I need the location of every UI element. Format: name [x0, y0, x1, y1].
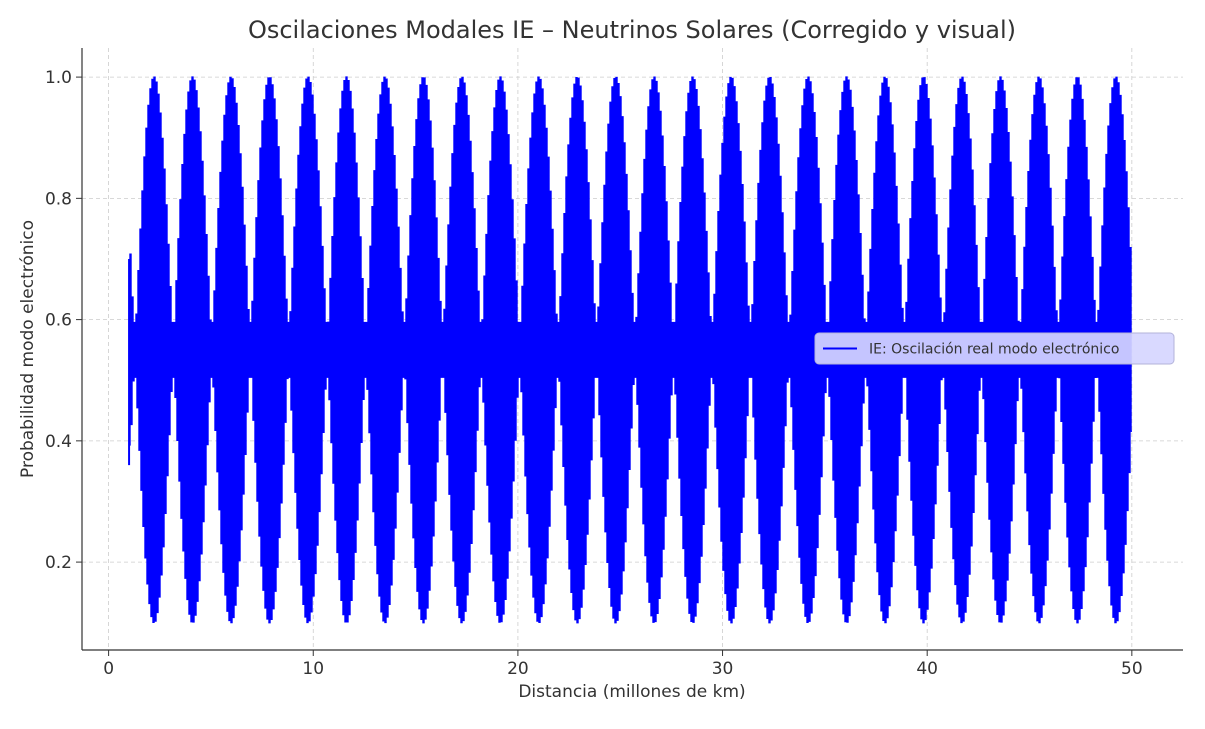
- y-tick-label: 1.0: [45, 68, 72, 88]
- legend: IE: Oscilación real modo electrónico: [814, 332, 1175, 365]
- x-tick-label: 40: [916, 659, 938, 679]
- y-tick-label: 0.2: [45, 553, 72, 573]
- x-tick-label: 20: [507, 659, 529, 679]
- plot-area: [128, 76, 1132, 624]
- x-axis-title: Distancia (millones de km): [518, 682, 745, 702]
- chart-title: Oscilaciones Modales IE – Neutrinos Sola…: [248, 16, 1016, 44]
- series-0: [128, 76, 1132, 624]
- series-line: [129, 76, 1132, 624]
- y-tick-label: 0.6: [45, 311, 72, 331]
- x-tick-label: 50: [1121, 659, 1143, 679]
- y-ticks: 0.2 0.4 0.6 0.8 1.0: [45, 68, 82, 573]
- x-ticks: 0 10 20 30 40 50: [103, 650, 1143, 679]
- x-tick-label: 0: [103, 659, 114, 679]
- y-tick-label: 0.4: [45, 432, 72, 452]
- x-tick-label: 10: [302, 659, 324, 679]
- x-tick-label: 30: [712, 659, 734, 679]
- y-tick-label: 0.8: [45, 189, 72, 209]
- y-axis-title: Probabilidad modo electrónico: [18, 220, 38, 478]
- legend-label: IE: Oscilación real modo electrónico: [869, 342, 1119, 358]
- legend-box: [814, 332, 1175, 365]
- axes: [81, 48, 1183, 651]
